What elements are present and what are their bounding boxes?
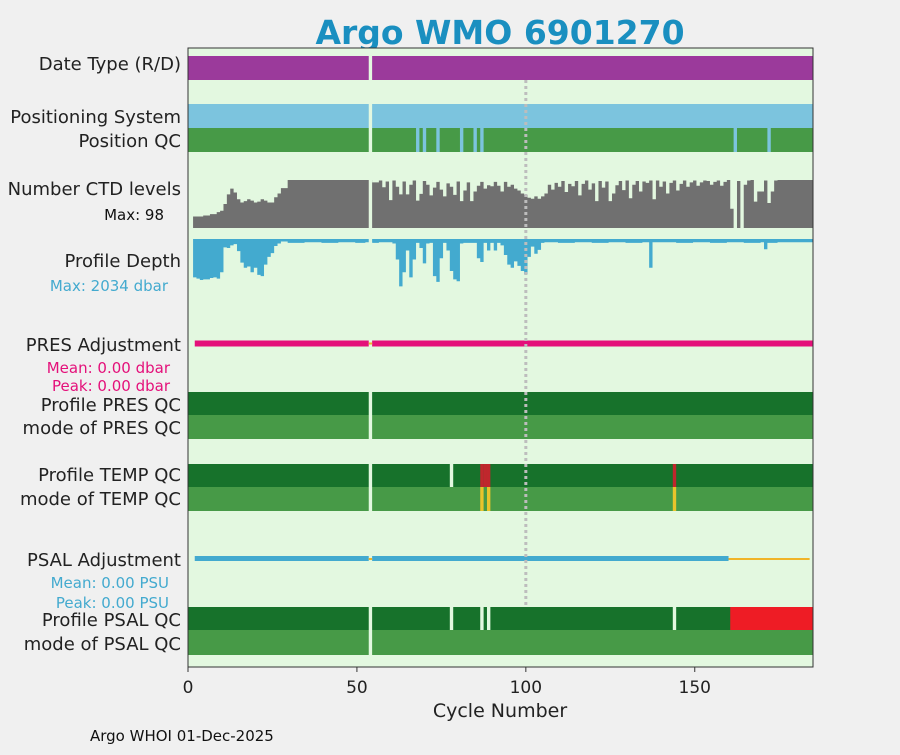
label-mode-temp-qc: mode of TEMP QC bbox=[20, 489, 181, 510]
mode-temp-qc-flag-89 bbox=[486, 487, 491, 511]
depth-max-label: Max: 2034 dbar bbox=[50, 277, 169, 295]
mode-psal-qc-band bbox=[188, 630, 813, 655]
profile-temp-qc-flag-89 bbox=[486, 464, 491, 487]
position-qc-flag-cycle-70 bbox=[422, 128, 427, 152]
label-profile-temp-qc: Profile TEMP QC bbox=[38, 465, 181, 486]
x-tick-label-150: 150 bbox=[679, 678, 711, 698]
position-qc-flag-cycle-87 bbox=[480, 128, 484, 152]
profile-temp-qc-gap-78 bbox=[449, 464, 454, 487]
x-tick-label-50: 50 bbox=[346, 678, 368, 698]
label-number-ctd-levels: Number CTD levels bbox=[8, 179, 181, 200]
profile-psal-qc-gap-87 bbox=[480, 607, 484, 630]
panel-labels: Date Type (R/D) Positioning System Posit… bbox=[8, 54, 181, 655]
label-mode-pres-qc: mode of PRES QC bbox=[23, 418, 181, 439]
profile-pres-qc-band bbox=[188, 392, 813, 415]
label-profile-psal-qc: Profile PSAL QC bbox=[42, 610, 181, 631]
chart-title: Argo WMO 6901270 bbox=[315, 13, 684, 52]
date-type-band bbox=[188, 56, 813, 80]
data-bands bbox=[188, 56, 813, 655]
label-psal-adjustment: PSAL Adjustment bbox=[27, 550, 181, 571]
psal-peak-label: Peak: 0.00 PSU bbox=[56, 594, 169, 612]
mode-temp-qc-flag-87 bbox=[480, 487, 484, 511]
missing-cycle-gaps bbox=[368, 48, 373, 655]
label-profile-pres-qc: Profile PRES QC bbox=[41, 395, 181, 416]
label-pres-adjustment: PRES Adjustment bbox=[26, 335, 181, 356]
profile-temp-qc-flag-87 bbox=[480, 464, 484, 487]
label-mode-psal-qc: mode of PSAL QC bbox=[24, 634, 181, 655]
mode-temp-qc-flag-144 bbox=[672, 487, 677, 511]
positioning-system-band bbox=[188, 104, 813, 128]
profile-depth-area bbox=[193, 239, 813, 287]
position-qc-flag-cycle-74 bbox=[436, 128, 440, 152]
profile-temp-qc-band bbox=[188, 464, 813, 487]
profile-psal-qc-gap-144 bbox=[672, 607, 677, 630]
label-profile-depth: Profile Depth bbox=[64, 251, 181, 272]
mode-pres-qc-band bbox=[188, 415, 813, 439]
pres-mean-label: Mean: 0.00 dbar bbox=[47, 359, 171, 377]
position-qc-flag-cycle-81 bbox=[459, 128, 464, 152]
x-axis: 0 50 100 150 bbox=[183, 667, 711, 698]
pres-peak-label: Peak: 0.00 dbar bbox=[52, 377, 171, 395]
ctd-levels-area bbox=[193, 180, 813, 228]
mode-temp-qc-band bbox=[188, 487, 813, 511]
profile-temp-qc-flag-88 bbox=[483, 464, 487, 487]
position-qc-flag-cycle-85 bbox=[473, 128, 477, 152]
profile-temp-qc-flag-144 bbox=[672, 464, 677, 487]
missing-cycle-54 bbox=[368, 48, 373, 655]
psal-mean-label: Mean: 0.00 PSU bbox=[51, 574, 169, 592]
x-axis-label: Cycle Number bbox=[433, 700, 567, 722]
position-qc-flag-cycle-162 bbox=[733, 128, 737, 152]
ctd-max-label: Max: 98 bbox=[104, 206, 164, 224]
profile-psal-qc-bad-range bbox=[730, 607, 813, 630]
x-tick-label-100: 100 bbox=[510, 678, 542, 698]
x-tick-label-0: 0 bbox=[183, 678, 194, 698]
profile-psal-qc-gap-78 bbox=[449, 607, 454, 630]
plot-frame bbox=[187, 47, 814, 668]
footer-credit: Argo WHOI 01-Dec-2025 bbox=[90, 727, 274, 745]
position-qc-flag-cycle-68 bbox=[416, 128, 420, 152]
label-date-type: Date Type (R/D) bbox=[39, 54, 181, 75]
label-positioning-system: Positioning System bbox=[10, 107, 181, 128]
label-position-qc: Position QC bbox=[78, 131, 181, 152]
profile-psal-qc-band bbox=[188, 607, 813, 630]
position-qc-band bbox=[188, 128, 813, 152]
position-qc-flag-cycle-172 bbox=[767, 128, 771, 152]
profile-psal-qc-gap-89 bbox=[486, 607, 491, 630]
